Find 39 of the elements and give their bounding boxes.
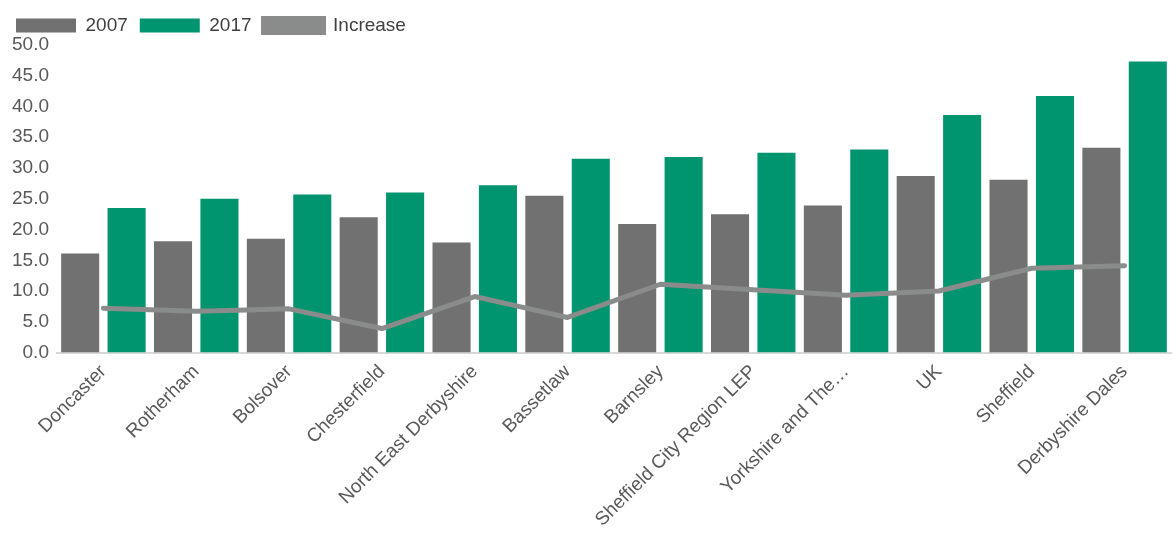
bar xyxy=(339,217,378,353)
bar xyxy=(943,115,982,353)
bar xyxy=(153,241,193,353)
bar xyxy=(850,149,889,353)
bar xyxy=(525,195,564,353)
bar xyxy=(246,238,285,353)
bar xyxy=(478,185,517,353)
legend-label: 2017 xyxy=(209,13,252,35)
bar xyxy=(803,205,842,353)
bar xyxy=(107,207,146,353)
bar xyxy=(1082,147,1121,353)
bar xyxy=(989,179,1028,353)
bar xyxy=(1128,61,1167,353)
bar xyxy=(757,152,796,353)
x-tick-label: UK xyxy=(911,360,946,394)
y-tick-label: 40.0 xyxy=(12,94,49,116)
legend-label: 2007 xyxy=(85,13,128,35)
legend-label: Increase xyxy=(333,13,406,35)
y-tick-label: 20.0 xyxy=(12,217,49,239)
y-tick-label: 5.0 xyxy=(22,310,49,332)
bar xyxy=(432,242,471,353)
bar xyxy=(61,253,100,353)
bar xyxy=(386,192,425,353)
bar xyxy=(1035,96,1074,353)
y-tick-label: 0.0 xyxy=(22,340,49,362)
bar xyxy=(293,194,332,353)
y-tick-label: 45.0 xyxy=(12,63,49,85)
y-tick-label: 50.0 xyxy=(12,33,49,55)
bar xyxy=(618,223,657,353)
y-tick-label: 35.0 xyxy=(12,125,49,147)
y-tick-label: 15.0 xyxy=(12,248,49,270)
y-tick-label: 25.0 xyxy=(12,187,49,208)
bar xyxy=(571,158,610,353)
y-tick-label: 10.0 xyxy=(12,279,49,301)
bar xyxy=(664,156,703,353)
y-tick-label: 30.0 xyxy=(12,156,49,178)
bar xyxy=(896,176,935,353)
bar xyxy=(200,198,239,353)
bar xyxy=(711,214,750,353)
